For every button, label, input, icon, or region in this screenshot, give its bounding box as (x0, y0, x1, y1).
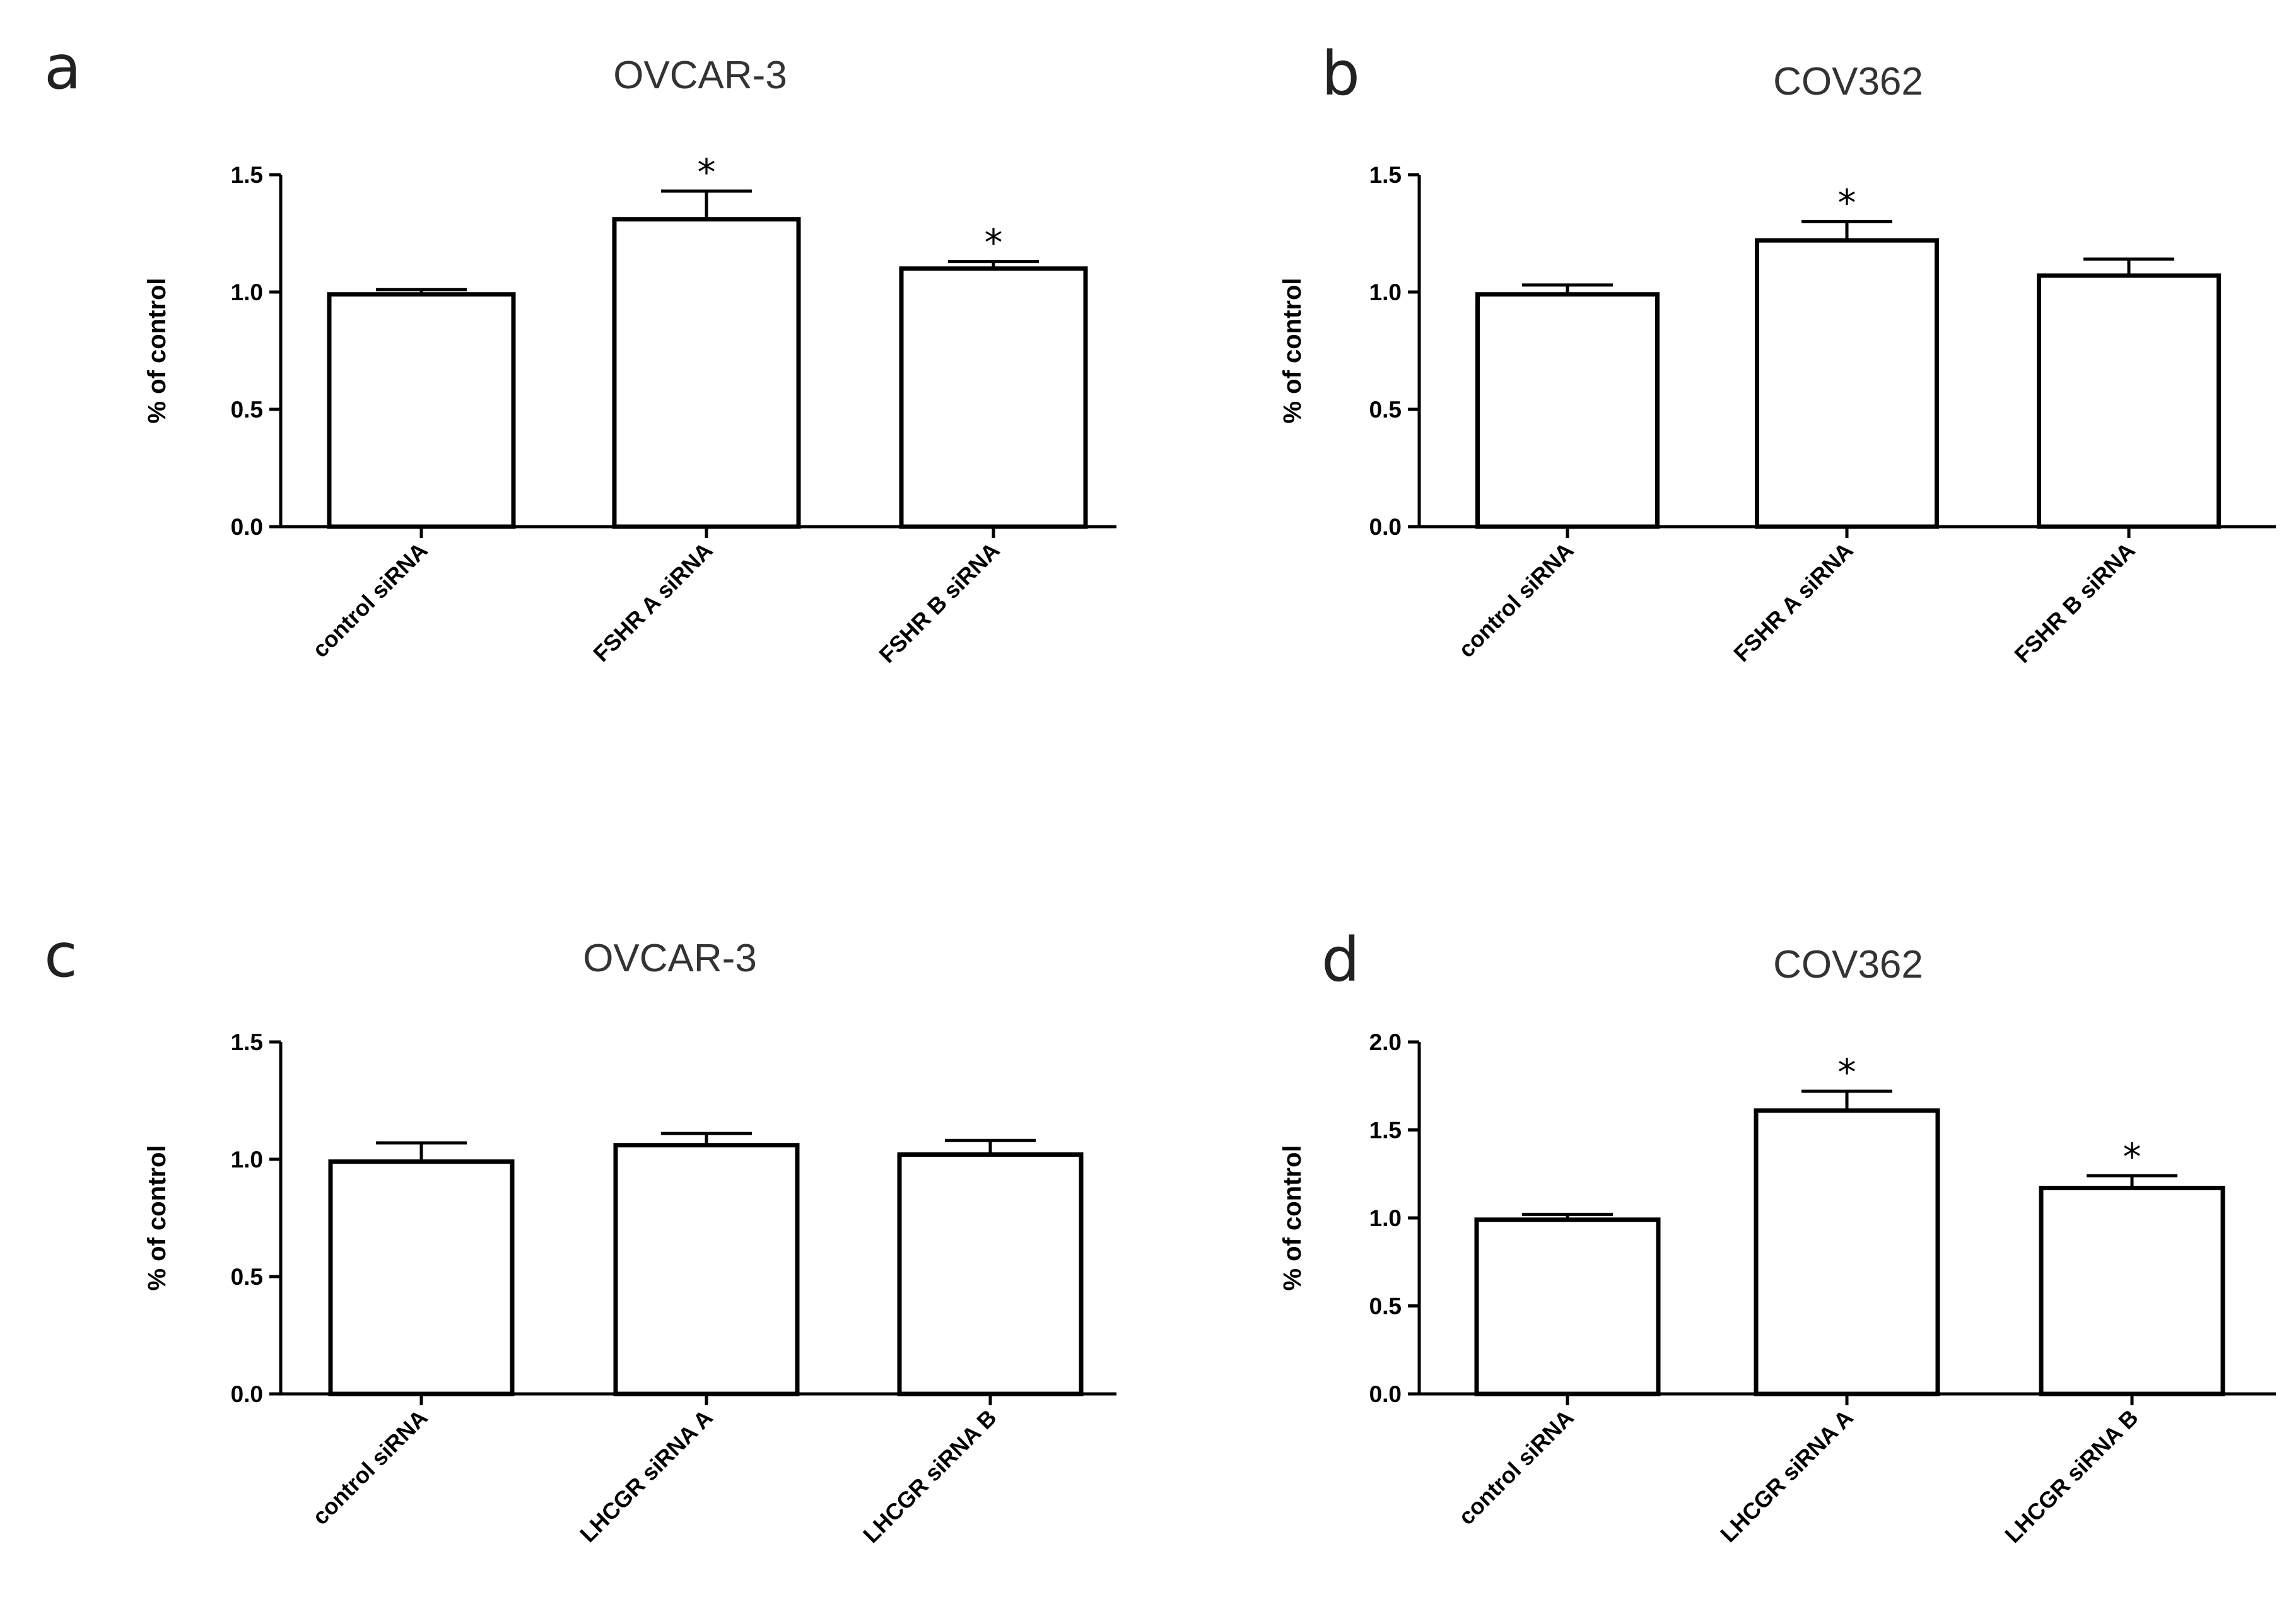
y-axis-label: % of control (1279, 1145, 1306, 1290)
bar-2 (1754, 1108, 1940, 1396)
x-tick-label: control siRNA (307, 1405, 433, 1530)
y-axis-label: % of control (143, 278, 171, 423)
panel-b: b COV362 % of control 0.0 0.5 1.0 1.5 control s… (1279, 38, 2276, 668)
y-tick-label: 0.0 (231, 514, 263, 540)
chart-title: COV362 (1773, 943, 1923, 986)
bar-3 (2037, 273, 2221, 529)
x-tick-label: control siRNA (307, 537, 433, 663)
panel-letter: d (1321, 925, 1360, 995)
x-tick-label: FSHR B siRNA (2009, 537, 2140, 668)
y-tick-label: 1.0 (231, 1147, 263, 1173)
y-axis-label: % of control (1279, 278, 1306, 423)
y-tick-label: 0.5 (231, 1264, 263, 1290)
panel-letter: b (1321, 38, 1360, 109)
panel-a: a OVCAR-3 % of control 0.0 0.5 1.0 1.5 control … (44, 32, 1116, 668)
y-tick-label: 1.5 (1369, 1118, 1402, 1144)
bar-1 (1474, 1217, 1661, 1396)
panel-letter: c (44, 920, 78, 991)
y-tick-label: 1.5 (231, 162, 263, 188)
bar-1 (327, 292, 516, 529)
x-tick-label: control siRNA (1453, 1405, 1579, 1530)
x-tick-label: FSHR A siRNA (1728, 537, 1858, 667)
y-tick-label: 0.0 (1369, 514, 1402, 540)
x-tick-label: LHCGR siRNA A (575, 1405, 718, 1548)
chart-title: COV362 (1773, 60, 1923, 103)
significance-marker: * (1838, 1051, 1856, 1094)
significance-marker: * (1838, 181, 1856, 224)
y-tick-label: 2.0 (1369, 1029, 1402, 1055)
y-tick-label: 0.0 (231, 1381, 263, 1407)
y-tick-label: 1.5 (231, 1029, 263, 1055)
chart-title: OVCAR-3 (613, 54, 787, 97)
x-tick-label: LHCGR siRNA B (2000, 1405, 2143, 1548)
significance-marker: * (2123, 1135, 2141, 1178)
y-tick-label: 0.5 (1369, 397, 1402, 423)
bar-2 (612, 217, 801, 529)
x-tick-label: FSHR B siRNA (874, 537, 1004, 668)
x-tick-label: LHCGR siRNA B (858, 1405, 1001, 1548)
y-tick-label: 0.5 (231, 397, 263, 423)
panel-c: c OVCAR-3 % of control 0.0 0.5 1.0 1.5 control … (44, 920, 1116, 1548)
bar-3 (2039, 1186, 2225, 1396)
x-tick-label: control siRNA (1453, 537, 1579, 663)
bar-2 (1755, 238, 1939, 529)
panel-d: d COV362 % of control 0.0 0.5 1.0 1.5 2.0 contro… (1279, 925, 2276, 1548)
x-tick-label: LHCGR siRNA A (1715, 1405, 1858, 1548)
y-tick-label: 1.0 (231, 279, 263, 305)
bar-3 (899, 266, 1088, 529)
bar-1 (328, 1159, 515, 1396)
y-tick-label: 0.0 (1369, 1381, 1402, 1407)
bar-3 (897, 1152, 1084, 1396)
x-tick-label: FSHR A siRNA (588, 537, 717, 667)
significance-marker: * (698, 151, 716, 194)
y-tick-label: 0.5 (1369, 1294, 1402, 1319)
chart-title: OVCAR-3 (583, 937, 757, 980)
significance-marker: * (985, 221, 1003, 264)
bar-2 (613, 1143, 800, 1396)
panel-letter: a (44, 32, 81, 103)
y-tick-label: 1.0 (1369, 279, 1402, 305)
bar-1 (1475, 292, 1660, 529)
y-tick-label: 1.0 (1369, 1205, 1402, 1231)
y-tick-label: 1.5 (1369, 162, 1402, 188)
y-axis-label: % of control (143, 1145, 171, 1290)
